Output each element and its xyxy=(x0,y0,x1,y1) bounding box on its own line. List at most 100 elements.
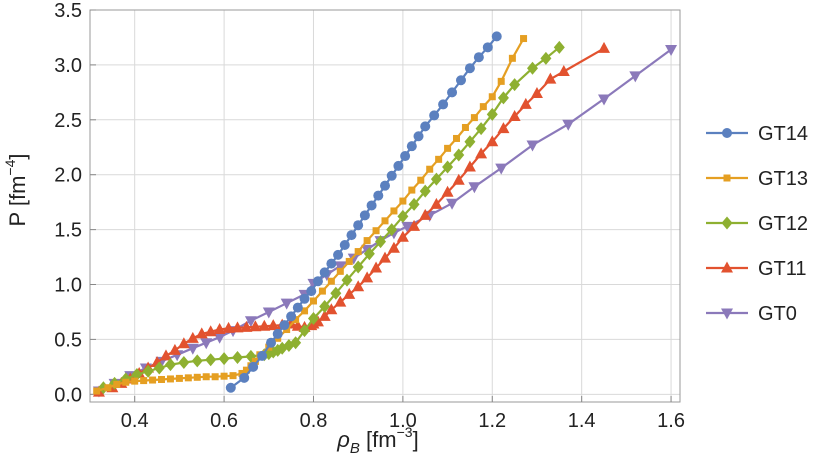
data-point-gt13 xyxy=(309,297,317,305)
data-point-gt14 xyxy=(333,249,344,260)
data-point-gt11 xyxy=(497,122,510,134)
data-point-gt14 xyxy=(339,239,350,250)
y-tick-label: 0.5 xyxy=(54,329,82,351)
data-point-gt11 xyxy=(508,110,521,122)
data-point-gt14 xyxy=(292,302,303,313)
data-point-gt13 xyxy=(461,123,469,131)
data-point-gt0 xyxy=(401,221,414,233)
x-axis-close: ] xyxy=(413,427,419,452)
series-gt13 xyxy=(93,35,528,395)
data-point-gt11 xyxy=(334,295,347,307)
data-point-gt12 xyxy=(486,107,498,121)
data-point-gt12 xyxy=(191,354,203,368)
data-point-gt11 xyxy=(267,319,280,331)
data-point-gt14 xyxy=(279,320,290,331)
data-point-gt0 xyxy=(598,94,611,106)
data-point-gt11 xyxy=(168,343,181,355)
data-point-gt14 xyxy=(420,121,431,132)
data-point-gt11 xyxy=(204,325,217,337)
data-point-gt11 xyxy=(186,331,199,343)
legend-item-gt12: GT12 xyxy=(706,213,808,235)
data-point-gt13 xyxy=(242,366,250,374)
data-point-gt0 xyxy=(495,163,508,175)
y-tick-label: 0.0 xyxy=(54,384,82,406)
data-point-gt13 xyxy=(470,114,478,122)
data-point-gt14 xyxy=(353,220,364,231)
data-point-gt12 xyxy=(475,122,487,136)
legend-swatch-marker xyxy=(721,261,733,273)
data-point-gt11 xyxy=(258,319,271,331)
data-point-gt13 xyxy=(381,217,389,225)
data-point-gt0 xyxy=(468,182,481,194)
data-point-gt13 xyxy=(301,307,309,315)
data-point-gt13 xyxy=(202,373,210,381)
x-tick-label: 0.8 xyxy=(300,410,328,432)
data-point-gt14 xyxy=(482,42,493,53)
legend-swatch-marker xyxy=(721,216,733,230)
data-point-gt12 xyxy=(290,336,302,350)
data-point-gt14 xyxy=(225,382,236,393)
y-tick-label: 2.5 xyxy=(54,110,82,132)
data-point-gt12 xyxy=(553,40,565,54)
data-point-gt0 xyxy=(244,316,257,328)
x-tick-label: 1.0 xyxy=(389,410,417,432)
x-axis-unit: [fm xyxy=(360,427,397,452)
data-point-gt11 xyxy=(222,321,235,333)
legend-swatch-marker xyxy=(723,174,731,182)
data-point-gt13 xyxy=(336,267,344,275)
legend-label-gt0: GT0 xyxy=(758,303,797,325)
data-point-gt14 xyxy=(248,361,259,372)
data-point-gt13 xyxy=(251,357,259,365)
data-point-gt13 xyxy=(408,186,416,194)
legend-label-gt12: GT12 xyxy=(758,213,808,235)
x-axis-title: ρB [fm−3] xyxy=(336,424,418,457)
data-point-gt11 xyxy=(318,309,331,321)
data-point-gt11 xyxy=(486,135,499,147)
y-tick-label: 3.5 xyxy=(54,0,82,22)
data-point-gt12 xyxy=(205,353,217,367)
data-point-gt12 xyxy=(442,160,454,174)
data-point-gt13 xyxy=(229,372,237,380)
data-point-gt12 xyxy=(352,260,364,274)
data-point-gt0 xyxy=(562,119,575,131)
data-point-gt13 xyxy=(426,165,434,173)
data-point-gt11 xyxy=(325,303,338,315)
data-point-gt11 xyxy=(249,320,262,332)
data-point-gt11 xyxy=(159,349,172,361)
data-point-gt13 xyxy=(149,376,157,384)
data-point-gt11 xyxy=(463,160,476,172)
data-point-gt14 xyxy=(429,110,440,121)
data-point-gt11 xyxy=(213,323,226,335)
data-point-gt14 xyxy=(400,151,411,162)
data-point-gt13 xyxy=(488,93,496,101)
data-point-gt12 xyxy=(497,91,509,105)
data-point-gt12 xyxy=(164,358,176,372)
data-point-gt13 xyxy=(193,373,201,381)
legend-swatch-marker xyxy=(721,308,733,320)
x-axis-symbol: ρ xyxy=(336,427,350,452)
data-point-gt0 xyxy=(334,261,347,273)
data-point-gt12 xyxy=(375,235,387,249)
data-point-gt14 xyxy=(413,131,424,142)
data-point-gt14 xyxy=(299,293,310,304)
data-point-gt12 xyxy=(419,184,431,198)
data-point-gt13 xyxy=(417,176,425,184)
data-point-gt14 xyxy=(373,190,384,201)
data-point-gt11 xyxy=(379,251,391,263)
grid-layer xyxy=(90,9,680,402)
data-point-gt13 xyxy=(140,377,148,385)
data-point-gt14 xyxy=(380,180,390,191)
y-axis-superscript: −4 xyxy=(2,159,18,175)
data-point-gt11 xyxy=(311,315,324,327)
data-point-gt11 xyxy=(240,320,253,332)
data-point-gt11 xyxy=(419,208,432,220)
data-point-gt13 xyxy=(435,155,443,163)
data-point-gt12 xyxy=(319,299,331,313)
data-point-gt14 xyxy=(473,52,484,63)
data-point-gt11 xyxy=(430,197,443,209)
data-point-gt13 xyxy=(113,380,121,388)
data-point-gt12 xyxy=(386,223,398,237)
data-point-gt14 xyxy=(455,75,466,86)
data-point-gt12 xyxy=(509,78,521,92)
